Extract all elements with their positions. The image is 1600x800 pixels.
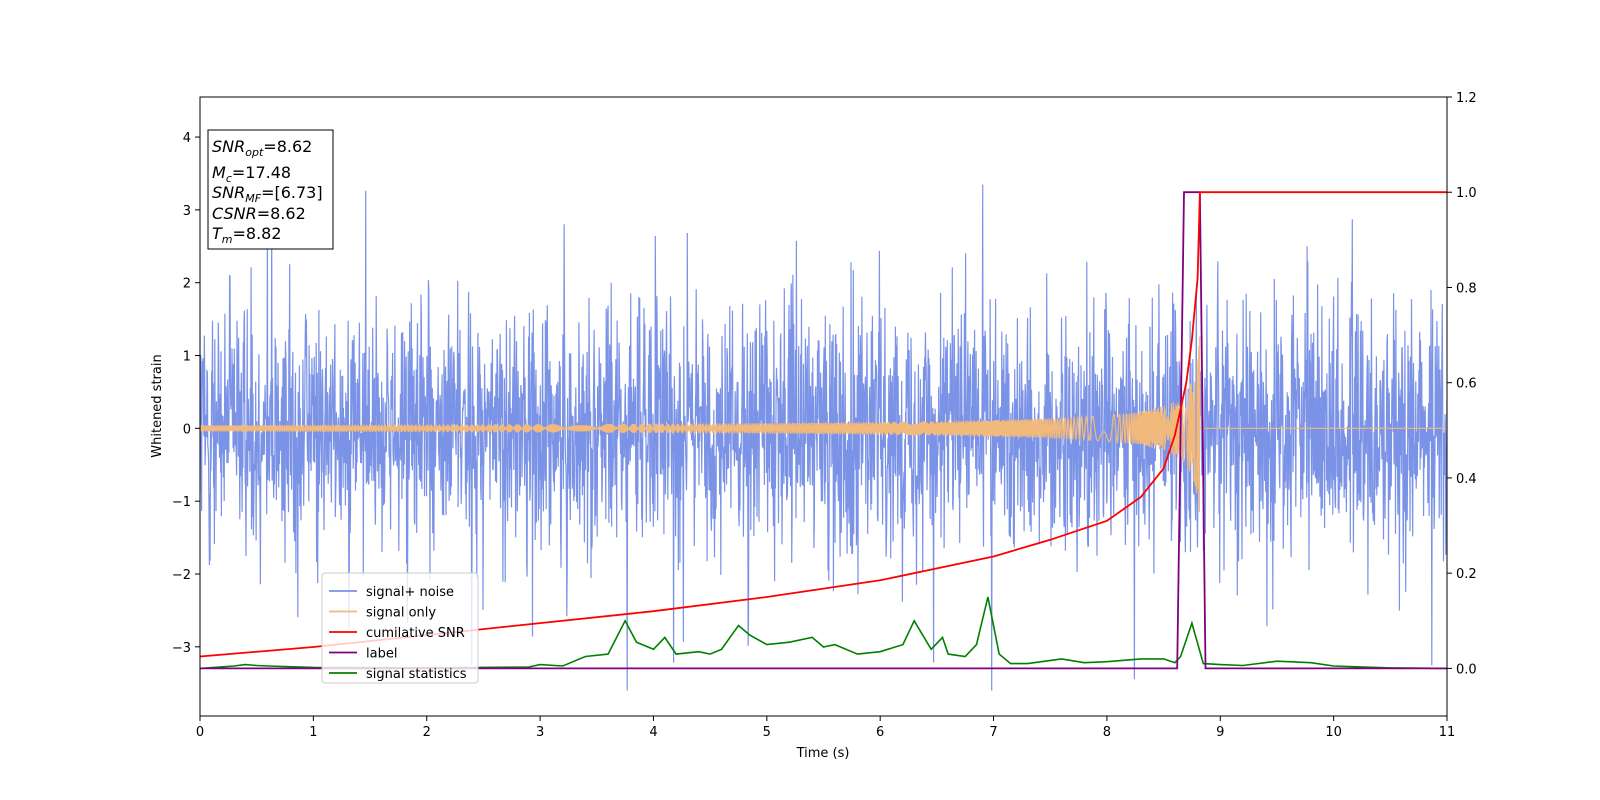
y-tick-label: 2	[183, 277, 191, 292]
stat-snr-mf: SNRMF=[6.73]	[212, 183, 323, 205]
series-signal-statistics	[200, 596, 1447, 670]
y-tick-label: 3	[183, 204, 191, 219]
series-signal-noise	[200, 184, 1447, 691]
y-axis-title: Whitened strain	[150, 354, 165, 457]
plot-frame	[199, 96, 1448, 717]
stats-annotation-box: SNRopt=8.62 Mc=17.48 SNRMF=[6.73] CSNR=8…	[207, 129, 334, 250]
y-tick-label: −2	[172, 568, 191, 583]
stat-merger-time: Tm=8.82	[212, 224, 282, 246]
y-tick-label: 0	[183, 422, 191, 437]
x-tick-label: 3	[536, 725, 544, 740]
legend: signal+ noise signal only cumilative SNR la…	[321, 572, 479, 684]
y2-tick-label: 0.2	[1456, 567, 1477, 582]
stats-box-frame	[207, 129, 334, 250]
x-tick-label: 11	[1439, 725, 1456, 740]
stat-snr-opt: SNRopt=8.62	[212, 137, 312, 159]
y2-tick-label: 0.6	[1456, 377, 1477, 392]
x-tick-label: 8	[1103, 725, 1111, 740]
x-tick-label: 7	[989, 725, 997, 740]
y-axis-left: −3 −2 −1 0 1 2 3 4	[172, 131, 200, 656]
y-axis-right: 0.0 0.2 0.4 0.6 0.8 1.0 1.2	[1447, 91, 1477, 677]
legend-label-cumulative_snr: cumilative SNR	[366, 626, 465, 641]
x-tick-label: 4	[649, 725, 657, 740]
series-label	[200, 191, 1447, 670]
y2-tick-label: 0.8	[1456, 281, 1477, 296]
x-axis: 0 1 2 3 4 5 6 7 8 9 10 11	[196, 716, 1455, 740]
plot-data-layer	[200, 184, 1447, 691]
x-tick-label: 5	[763, 725, 771, 740]
stat-chirp-mass: Mc=17.48	[212, 163, 291, 185]
y-tick-label: −3	[172, 641, 191, 656]
y2-tick-label: 1.2	[1456, 91, 1477, 106]
x-tick-label: 2	[423, 725, 431, 740]
legend-label-label: label	[366, 647, 397, 662]
x-tick-label: 9	[1216, 725, 1224, 740]
legend-label-signal_noise: signal+ noise	[366, 585, 454, 600]
y-tick-label: 1	[183, 350, 191, 365]
y-tick-label: 4	[183, 131, 191, 146]
legend-frame	[321, 572, 479, 684]
x-tick-label: 10	[1325, 725, 1342, 740]
x-axis-title: Time (s)	[796, 746, 850, 761]
y-tick-label: −1	[172, 495, 191, 510]
series-signal-only	[200, 336, 1447, 513]
y2-tick-label: 1.0	[1456, 186, 1477, 201]
legend-label-signal_only: signal only	[366, 606, 436, 621]
stat-csnr: CSNR=8.62	[212, 204, 306, 223]
series-cumulative-snr	[200, 191, 1447, 658]
x-tick-label: 0	[196, 725, 204, 740]
legend-label-signal_statistics: signal statistics	[366, 667, 467, 682]
y2-tick-label: 0.4	[1456, 472, 1477, 487]
x-tick-label: 1	[309, 725, 317, 740]
y2-tick-label: 0.0	[1456, 662, 1477, 677]
x-tick-label: 6	[876, 725, 884, 740]
